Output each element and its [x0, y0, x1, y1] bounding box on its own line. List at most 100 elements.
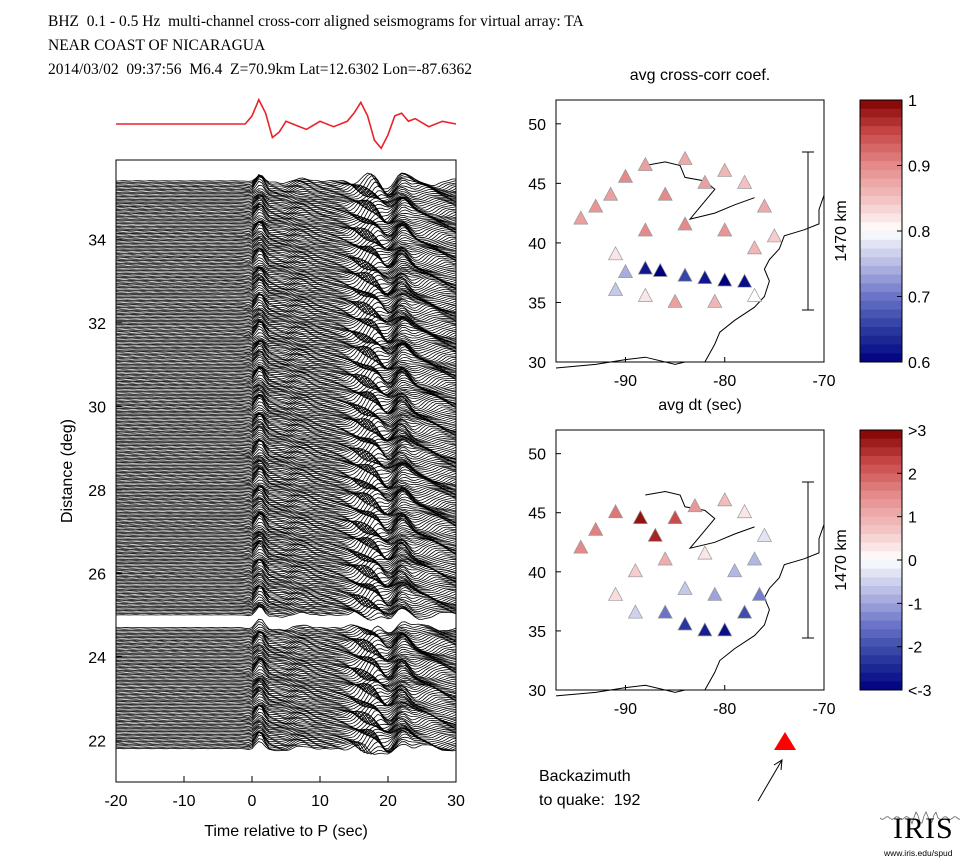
seismogram-trace	[115, 245, 457, 265]
seismogram-trace	[115, 313, 457, 325]
seismogram-trace	[115, 722, 457, 735]
corr-map-colorbar-cell	[860, 222, 902, 232]
section-ytick-label: 32	[88, 316, 106, 333]
dt-map-ytick-label: 30	[528, 683, 546, 700]
seismogram-trace	[115, 273, 457, 296]
seismogram-trace	[115, 353, 457, 370]
seismogram-trace	[115, 680, 457, 696]
seismogram-trace	[116, 534, 457, 549]
seismogram-trace	[116, 212, 457, 225]
dt-map-colorbar-tick-label: >3	[908, 423, 926, 440]
corr-map-station-marker	[637, 287, 653, 302]
seismogram-trace	[115, 395, 457, 415]
seismogram-trace	[115, 194, 457, 206]
seismogram-trace	[115, 482, 457, 495]
corr-map-colorbar-cell	[860, 239, 902, 249]
corr-map-colorbar-cell	[860, 231, 902, 241]
seismogram-trace	[115, 173, 457, 193]
seismogram-trace	[115, 304, 457, 323]
seismogram-trace	[115, 605, 457, 619]
seismogram-trace	[115, 660, 457, 681]
corr-map-colorbar-cell	[860, 335, 902, 346]
seismogram-trace	[115, 208, 457, 225]
seismogram-trace	[116, 677, 457, 689]
iris-logo-url: www.iris.edu/spud	[884, 848, 953, 858]
corr-map-station-marker	[657, 186, 673, 201]
seismogram-trace	[116, 454, 457, 468]
dt-map-colorbar-cell	[860, 447, 902, 457]
seismogram-trace	[115, 526, 457, 541]
seismogram-trace	[115, 704, 457, 723]
seismogram-trace	[115, 397, 457, 417]
seismogram-trace	[115, 173, 457, 195]
seismogram-trace	[115, 723, 457, 736]
seismogram-trace	[116, 303, 457, 321]
seismogram-trace	[115, 366, 457, 388]
corr-map-colorbar-cell	[860, 327, 902, 337]
dt-map-colorbar-cell	[860, 551, 902, 561]
seismogram-trace	[115, 348, 457, 371]
dt-map-station-marker	[657, 551, 673, 566]
seismogram-trace	[115, 292, 457, 314]
seismogram-trace	[115, 517, 457, 536]
corr-map-station-marker	[717, 162, 733, 177]
seismogram-trace	[115, 522, 457, 540]
corr-map-ytick-label: 40	[528, 236, 546, 253]
seismogram-trace	[116, 498, 457, 516]
section-xtick-label: 20	[379, 793, 397, 810]
seismogram-trace	[115, 623, 457, 636]
seismogram-trace	[115, 632, 457, 646]
seismogram-trace	[116, 299, 457, 318]
corr-map-colorbar-cell	[860, 300, 902, 311]
seismogram-trace	[115, 425, 457, 442]
seismogram-trace	[115, 370, 457, 390]
dt-map-ytick-label: 35	[528, 624, 546, 641]
seismogram-trace	[115, 583, 457, 604]
seismogram-trace	[116, 359, 457, 371]
seismogram-trace	[116, 593, 457, 610]
seismogram-trace	[115, 698, 457, 710]
corr-map-station-marker	[617, 263, 634, 279]
seismogram-trace	[115, 688, 457, 706]
seismogram-trace	[115, 312, 457, 324]
seismogram-trace	[116, 741, 457, 755]
dt-map-station-marker	[647, 527, 663, 542]
seismogram-trace	[115, 268, 457, 285]
seismogram-trace	[115, 531, 457, 543]
dt-map-station-marker	[697, 545, 713, 560]
corr-map-station-marker	[637, 222, 653, 237]
seismogram-trace	[115, 440, 457, 462]
section-ytick-label: 22	[88, 733, 106, 750]
dt-map-station-marker	[687, 498, 703, 513]
seismogram-trace	[116, 184, 457, 200]
seismogram-trace	[115, 366, 457, 387]
corr-map-ytick-label: 45	[528, 176, 546, 193]
seismogram-trace	[115, 728, 457, 747]
seismogram-trace	[115, 511, 457, 529]
seismogram-trace	[115, 432, 457, 444]
seismogram-trace	[116, 716, 457, 733]
seismogram-trace	[115, 643, 457, 662]
seismogram-trace	[115, 727, 457, 744]
seismogram-trace	[115, 362, 457, 372]
seismogram-trace	[115, 344, 457, 368]
seismogram-trace	[115, 541, 457, 560]
seismogram-trace	[115, 413, 457, 430]
seismogram-trace	[116, 631, 456, 644]
seismogram-trace	[115, 418, 457, 441]
seismogram-trace	[116, 271, 457, 293]
seismogram-trace	[115, 545, 457, 563]
seismogram-trace	[115, 725, 457, 737]
seismogram-trace	[115, 578, 457, 590]
seismogram-trace	[115, 227, 457, 249]
seismogram-trace	[115, 439, 457, 458]
dt-map-station-marker	[588, 521, 604, 536]
seismogram-trace	[115, 524, 457, 541]
corr-map-colorbar-cell	[860, 248, 902, 258]
seismogram-trace	[115, 194, 457, 205]
dt-map-ytick-label: 45	[528, 506, 546, 523]
dt-map-station-marker	[751, 586, 768, 601]
seismogram-trace	[115, 471, 457, 490]
seismogram-trace	[115, 683, 457, 705]
seismogram-trace	[115, 382, 457, 396]
